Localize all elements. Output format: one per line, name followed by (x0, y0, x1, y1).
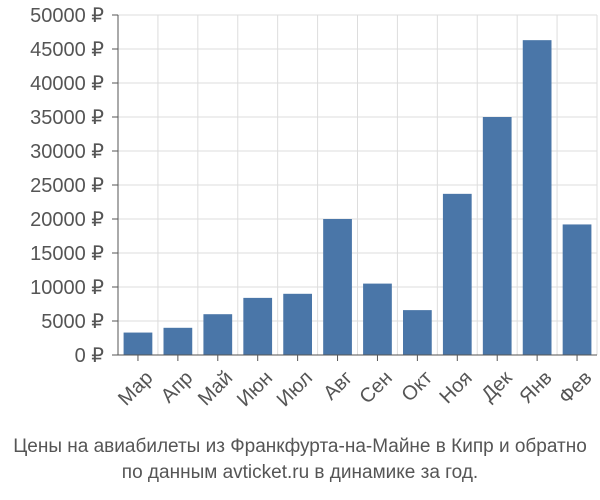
axes (112, 14, 597, 361)
y-tick-label: 45000 ₽ (30, 39, 104, 61)
bar-5 (283, 293, 312, 355)
x-tick-label: Апр (157, 367, 198, 408)
bar-10 (482, 117, 512, 355)
y-tick-label: 30000 ₽ (30, 141, 104, 163)
bar-12 (562, 224, 592, 355)
x-tick-label: Фев (555, 367, 597, 409)
y-tick-label: 40000 ₽ (30, 73, 104, 95)
bar-8 (403, 310, 432, 355)
bars (123, 40, 592, 355)
bar-4 (243, 297, 273, 355)
y-tick-label: 5000 ₽ (41, 311, 104, 333)
bar-6 (323, 219, 352, 355)
y-tick-label: 10000 ₽ (30, 277, 104, 299)
x-tick-label: Сен (355, 367, 396, 408)
x-tick-label: Янв (515, 367, 556, 408)
bar-9 (442, 193, 472, 355)
y-tick-label: 15000 ₽ (30, 243, 104, 265)
bar-11 (522, 40, 552, 355)
x-tick-label: Июл (273, 367, 317, 411)
x-tick-label: Мар (114, 367, 157, 410)
y-tick-label: 35000 ₽ (30, 107, 104, 129)
y-tick-label: 25000 ₽ (30, 175, 104, 197)
y-tick-label: 50000 ₽ (30, 5, 104, 27)
bar-2 (163, 327, 193, 355)
x-tick-label: Ноя (435, 367, 476, 408)
bar-3 (203, 314, 233, 355)
x-tick-label: Авг (319, 367, 357, 405)
bar-1 (123, 332, 153, 355)
bar-7 (363, 283, 392, 355)
x-tick-label: Май (194, 367, 237, 410)
y-axis-tick-labels: 0 ₽ 5000 ₽ 10000 ₽ 15000 ₽ 20000 ₽ 25000 ₽ 300… (30, 5, 104, 367)
x-tick-label: Окт (397, 367, 436, 406)
y-tick-label: 0 ₽ (75, 345, 105, 367)
y-tick-label: 20000 ₽ (30, 209, 104, 231)
x-tick-label: Дек (477, 367, 516, 406)
chart-caption-line-1: Цены на авиабилеты из Франкфурта-на-Майн… (13, 436, 587, 457)
x-tick-label: Июн (233, 367, 277, 411)
chart-caption-line-2: по данным avticket.ru в динамике за год. (121, 462, 479, 483)
